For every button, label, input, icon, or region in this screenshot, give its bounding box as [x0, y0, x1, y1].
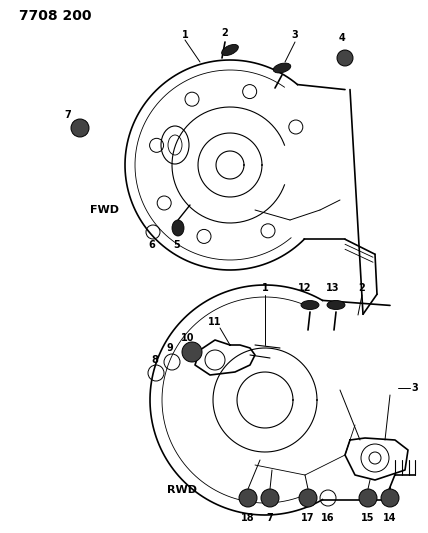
Circle shape: [299, 489, 317, 507]
Circle shape: [239, 489, 257, 507]
Ellipse shape: [222, 44, 238, 55]
Text: 3: 3: [412, 383, 419, 393]
Text: 17: 17: [301, 513, 315, 523]
Ellipse shape: [273, 63, 291, 73]
Circle shape: [261, 489, 279, 507]
Text: 15: 15: [361, 513, 375, 523]
Text: RWD: RWD: [167, 485, 197, 495]
Text: 4: 4: [339, 33, 345, 43]
Text: FWD: FWD: [90, 205, 119, 215]
Text: 7: 7: [267, 513, 273, 523]
Text: 1: 1: [262, 283, 268, 293]
Text: 11: 11: [208, 317, 222, 327]
Text: 7708 200: 7708 200: [19, 9, 91, 23]
Ellipse shape: [301, 301, 319, 310]
Text: 7: 7: [65, 110, 71, 120]
Text: 13: 13: [326, 283, 340, 293]
Text: 16: 16: [321, 513, 335, 523]
Circle shape: [337, 50, 353, 66]
Ellipse shape: [172, 220, 184, 236]
Text: 14: 14: [383, 513, 397, 523]
Circle shape: [71, 119, 89, 137]
Circle shape: [359, 489, 377, 507]
Ellipse shape: [327, 301, 345, 310]
Text: 1: 1: [181, 30, 188, 40]
Text: 2: 2: [222, 28, 229, 38]
Text: 5: 5: [174, 240, 180, 250]
Text: 3: 3: [291, 30, 298, 40]
Text: 18: 18: [241, 513, 255, 523]
Circle shape: [182, 342, 202, 362]
Text: 8: 8: [152, 355, 158, 365]
Text: 6: 6: [149, 240, 155, 250]
Text: 9: 9: [166, 343, 173, 353]
Text: 10: 10: [181, 333, 195, 343]
Circle shape: [381, 489, 399, 507]
Text: 2: 2: [359, 283, 366, 293]
Text: 12: 12: [298, 283, 312, 293]
